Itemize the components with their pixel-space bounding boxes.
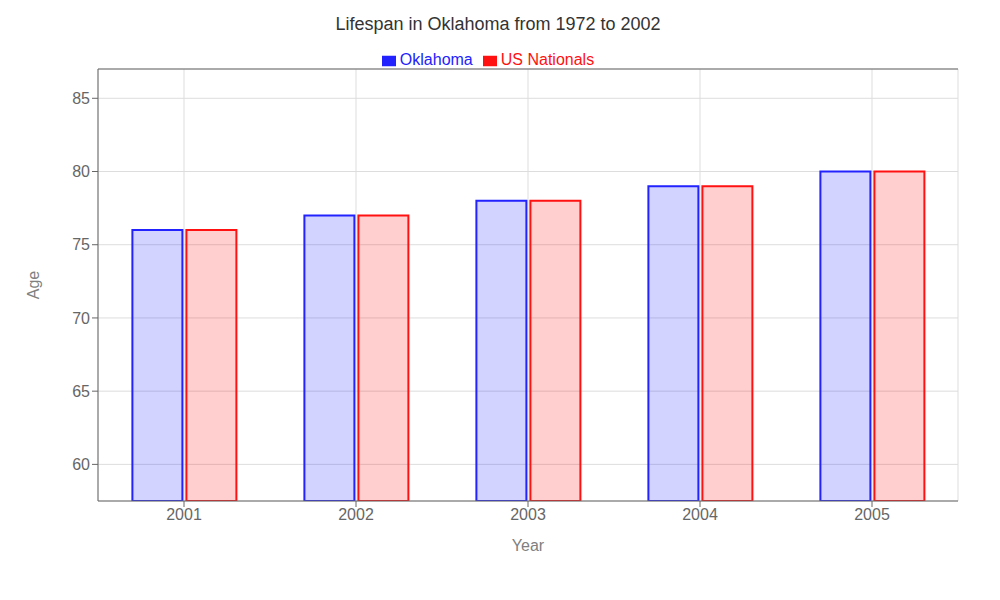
svg-text:2005: 2005: [854, 506, 890, 523]
svg-text:85: 85: [72, 90, 90, 107]
html-text:Lifespan in Oklahoma from 1972: Lifespan in Oklahoma from 1972 to 2002: [335, 14, 661, 34]
svg-text:2001: 2001: [166, 506, 202, 523]
html-text:Oklahoma: Oklahoma: [399, 51, 473, 68]
svg-text:Year: Year: [512, 537, 545, 554]
svg-text:65: 65: [72, 383, 90, 400]
svg-text:2004: 2004: [682, 506, 718, 523]
svg-text:60: 60: [72, 456, 90, 473]
svg-text:Age: Age: [25, 271, 42, 300]
svg-text:2003: 2003: [510, 506, 546, 523]
svg-text:75: 75: [72, 236, 90, 253]
svg-text:80: 80: [72, 163, 90, 180]
html-text:US Nationals: US Nationals: [500, 51, 595, 68]
svg-text:2002: 2002: [338, 506, 374, 523]
svg-text:70: 70: [72, 310, 90, 327]
